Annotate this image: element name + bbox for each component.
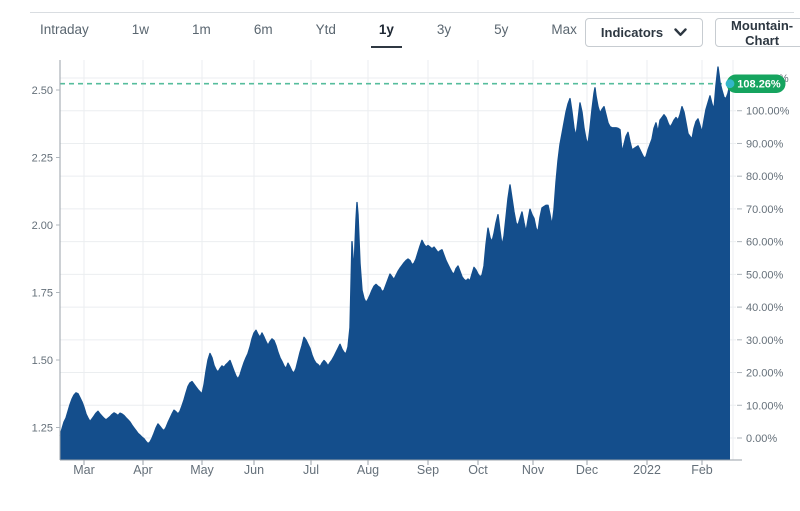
pct-axis-label: 50.00% [746, 269, 784, 281]
pct-axis-label: 40.00% [746, 302, 784, 314]
range-tab-max[interactable]: Max [551, 22, 577, 37]
x-axis-label: Feb [691, 463, 713, 477]
pct-axis-label: 20.00% [746, 368, 784, 380]
time-range-tabs: Intraday 1w 1m 6m Ytd 1y 3y 5y Max [32, 18, 585, 48]
x-axis-label: Oct [468, 463, 488, 477]
x-axis-label: Sep [417, 463, 439, 477]
chart-type-dropdown-label: Mountain-Chart [731, 17, 794, 48]
pct-axis-label: 30.00% [746, 335, 784, 347]
range-tab-3y[interactable]: 3y [436, 22, 452, 37]
pct-axis-label: 100.00% [746, 106, 790, 118]
x-axis-label: Nov [522, 463, 545, 477]
range-tab-6m[interactable]: 6m [253, 22, 273, 37]
price-line [59, 66, 731, 445]
price-axis-label: 2.25 [32, 153, 53, 165]
price-axis-label: 2.50 [32, 85, 53, 97]
pct-axis-label: 10.00% [746, 400, 784, 412]
current-price-dot [725, 79, 735, 89]
pct-axis-label: 0.00% [746, 433, 777, 445]
x-axis-label: Aug [357, 463, 379, 477]
performance-badge [726, 74, 786, 93]
price-axis-label: 1.75 [32, 288, 53, 300]
chart-toolbar: Intraday 1w 1m 6m Ytd 1y 3y 5y Max Indicators Mo… [30, 12, 800, 48]
price-axis-label: 1.50 [32, 355, 53, 367]
range-tab-ytd[interactable]: Ytd [315, 22, 336, 37]
x-axis-label: Apr [133, 463, 152, 477]
x-axis-label: Dec [576, 463, 598, 477]
toolbar-dropdowns: Indicators Mountain-Chart [584, 17, 800, 48]
range-tab-1y[interactable]: 1y [370, 18, 402, 48]
pct-axis-label: 70.00% [746, 204, 784, 216]
indicators-dropdown-label: Indicators [600, 25, 664, 40]
price-axis-label: 2.00 [32, 220, 53, 232]
chevron-down-icon [674, 28, 687, 37]
x-axis-label: Jun [244, 463, 264, 477]
pct-axis-label: 80.00% [746, 171, 784, 183]
x-axis-label: Jul [303, 463, 319, 477]
performance-badge-label: 108.26% [737, 79, 781, 91]
indicators-dropdown[interactable]: Indicators [584, 18, 704, 47]
x-axis-label: Mar [73, 463, 95, 477]
price-area [60, 67, 730, 460]
plot-area[interactable] [60, 60, 736, 460]
range-tab-1m[interactable]: 1m [192, 22, 211, 37]
pct-axis-label: 60.00% [746, 237, 784, 249]
x-axis-label: 2022 [633, 463, 661, 477]
chart-type-dropdown[interactable]: Mountain-Chart [715, 17, 800, 48]
pct-axis-label: 90.00% [746, 138, 784, 150]
x-axis-label: May [190, 463, 214, 477]
range-tab-intraday[interactable]: Intraday [40, 22, 89, 37]
price-axis-label: 1.25 [32, 423, 53, 435]
range-tab-1w[interactable]: 1w [131, 22, 150, 37]
range-tab-5y[interactable]: 5y [494, 22, 509, 37]
